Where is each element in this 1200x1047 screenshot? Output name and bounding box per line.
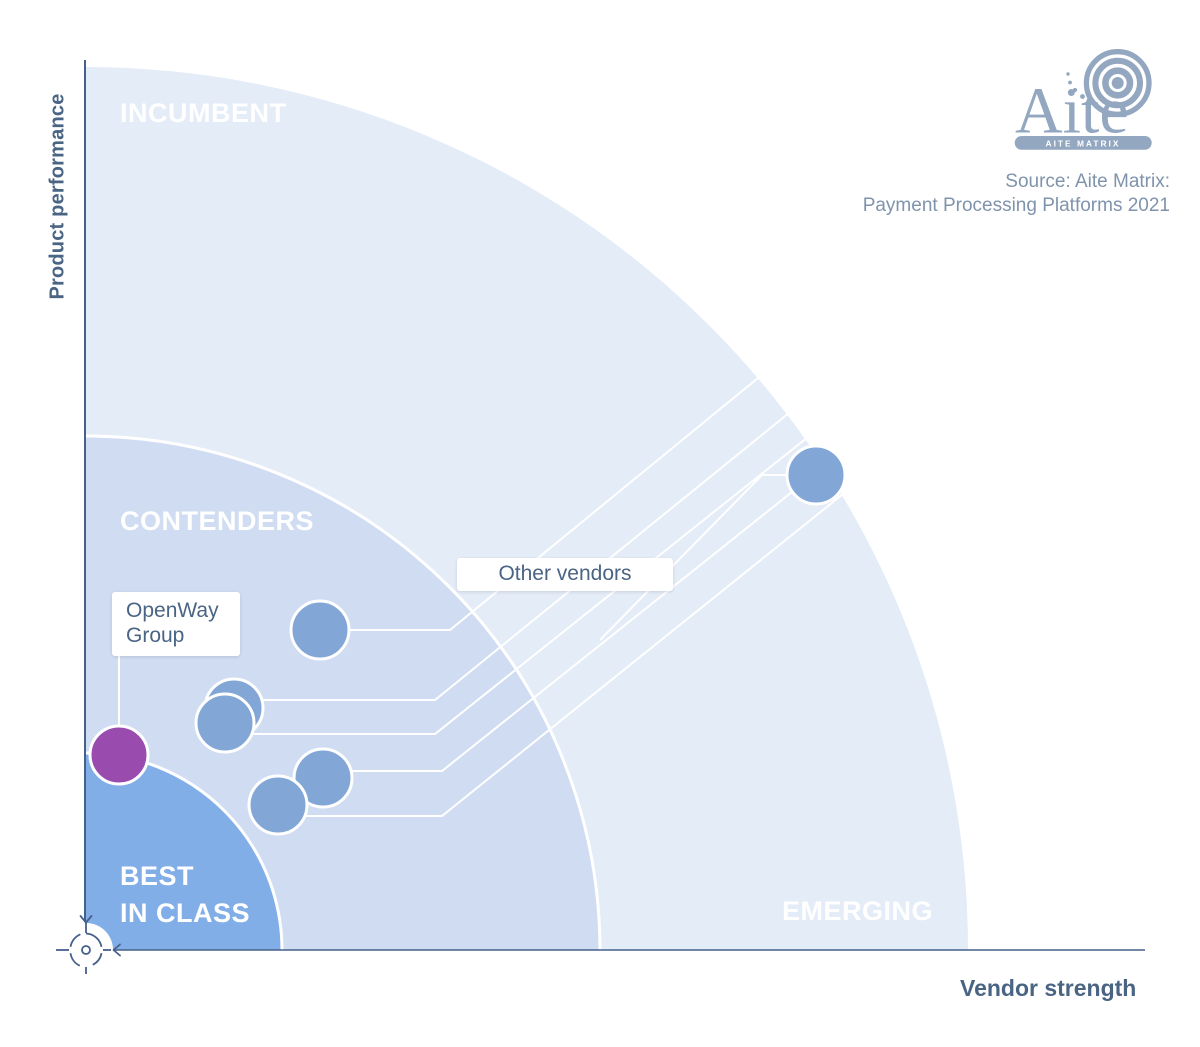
svg-text:IN CLASS: IN CLASS: [120, 898, 250, 928]
svg-text:INCUMBENT: INCUMBENT: [120, 98, 287, 128]
svg-text:AITE MATRIX: AITE MATRIX: [1046, 138, 1121, 148]
svg-text:BEST: BEST: [120, 861, 194, 891]
svg-text:CONTENDERS: CONTENDERS: [120, 506, 314, 536]
svg-text:EMERGING: EMERGING: [782, 896, 933, 926]
